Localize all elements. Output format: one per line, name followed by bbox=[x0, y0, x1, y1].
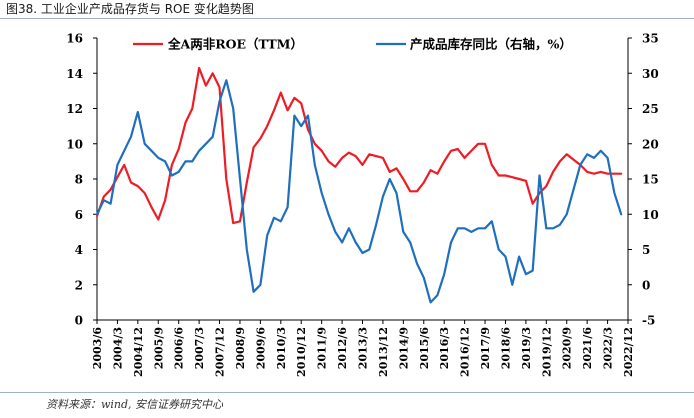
x-tick-label: 2006/6 bbox=[173, 327, 186, 370]
x-tick-label: 2015/6 bbox=[418, 327, 431, 370]
x-tick-label: 2012/6 bbox=[336, 327, 349, 370]
x-tick-label: 2008/9 bbox=[234, 327, 247, 369]
x-tick-label: 2005/9 bbox=[152, 327, 165, 369]
x-tick-label: 2014/9 bbox=[397, 327, 410, 369]
y-left-tick-label: 6 bbox=[75, 208, 83, 222]
legend-label-roe: 全A两非ROE（TTM） bbox=[167, 37, 303, 52]
x-tick-label: 2004/3 bbox=[111, 327, 124, 369]
x-tick-label: 2013/3 bbox=[357, 327, 370, 369]
x-tick-label: 2018/6 bbox=[499, 327, 512, 370]
y-left-tick-label: 14 bbox=[66, 67, 83, 81]
x-tick-label: 2004/12 bbox=[132, 327, 145, 377]
y-right-tick-label: 15 bbox=[642, 173, 659, 187]
y-right-tick-label: 30 bbox=[642, 67, 659, 81]
source-divider bbox=[0, 392, 694, 393]
source-note: 资料来源：wind, 安信证券研究中心 bbox=[46, 398, 224, 411]
x-tick-label: 2007/12 bbox=[214, 327, 227, 377]
x-tick-label: 2022/3 bbox=[602, 327, 615, 369]
dual-axis-line-chart: 0 2 4 6 8 10 12 14 16 -5 0 5 10 15 20 25 30 35 2003/6 2004/… bbox=[66, 32, 658, 377]
x-tick-label: 2017/9 bbox=[479, 327, 492, 369]
y-left-tick-label: 0 bbox=[75, 314, 83, 328]
y-left-tick-label: 8 bbox=[75, 173, 83, 187]
y-left-tick-label: 16 bbox=[66, 32, 83, 46]
x-tick-label: 2011/9 bbox=[316, 327, 329, 369]
x-tick-label: 2009/6 bbox=[254, 327, 267, 370]
x-tick-label: 2010/3 bbox=[275, 327, 288, 369]
x-tick-label: 2019/12 bbox=[540, 327, 553, 377]
y-right-tick-label: 20 bbox=[642, 137, 659, 151]
y-right-tick-label: 0 bbox=[642, 278, 650, 292]
x-tick-label: 2016/12 bbox=[459, 327, 472, 377]
y-left-tick-label: 2 bbox=[75, 278, 83, 292]
legend: 全A两非ROE（TTM） 产成品库存同比（右轴，%） bbox=[133, 37, 572, 52]
y-right-tick-label: 5 bbox=[642, 243, 650, 257]
legend-label-inventory: 产成品库存同比（右轴，%） bbox=[410, 37, 572, 52]
figure-title: 图38. 工业企业产成品存货与 ROE 变化趋势图 bbox=[6, 2, 254, 16]
axes-layer: 0 2 4 6 8 10 12 14 16 -5 0 5 10 15 20 25 30 35 2003/6 2004/… bbox=[66, 32, 658, 377]
x-tick-label: 2019/3 bbox=[520, 327, 533, 369]
x-tick-label: 2022/12 bbox=[622, 327, 635, 377]
x-tick-label: 2021/6 bbox=[581, 327, 594, 370]
y-right-tick-label: 35 bbox=[642, 32, 659, 46]
x-tick-label: 2020/9 bbox=[561, 327, 574, 369]
series-layer bbox=[95, 66, 623, 304]
x-tick-label: 2013/12 bbox=[377, 327, 390, 377]
y-right-tick-label: -5 bbox=[642, 314, 655, 328]
y-left-tick-label: 10 bbox=[66, 137, 83, 151]
series-line-inventory bbox=[95, 79, 623, 304]
y-right-tick-label: 10 bbox=[642, 208, 659, 222]
y-left-tick-label: 4 bbox=[75, 243, 83, 257]
x-tick-label: 2007/3 bbox=[193, 327, 206, 369]
x-tick-label: 2016/3 bbox=[438, 327, 451, 369]
y-left-tick-label: 12 bbox=[66, 102, 83, 116]
x-tick-label: 2010/12 bbox=[295, 327, 308, 377]
series-line-roe bbox=[95, 66, 623, 225]
x-tick-label: 2003/6 bbox=[91, 327, 104, 370]
y-right-tick-label: 25 bbox=[642, 102, 659, 116]
title-divider bbox=[0, 18, 694, 19]
